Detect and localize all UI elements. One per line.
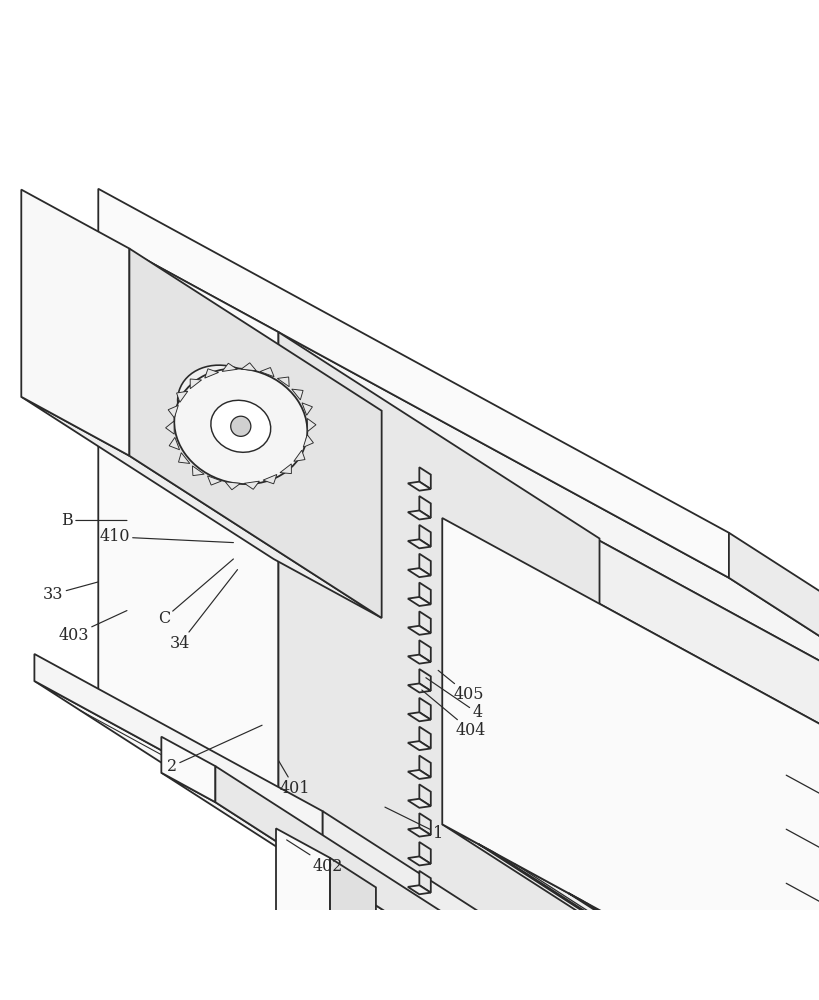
Polygon shape <box>442 824 819 1000</box>
Polygon shape <box>207 476 222 485</box>
Polygon shape <box>307 418 316 431</box>
Polygon shape <box>419 611 431 633</box>
Polygon shape <box>168 405 179 418</box>
Polygon shape <box>419 525 431 547</box>
Text: 405: 405 <box>438 670 484 703</box>
Polygon shape <box>729 533 819 1000</box>
Text: 1: 1 <box>385 807 443 842</box>
Polygon shape <box>408 683 431 692</box>
Polygon shape <box>303 435 314 447</box>
Ellipse shape <box>174 368 307 484</box>
Polygon shape <box>34 654 323 838</box>
Polygon shape <box>408 597 431 606</box>
Polygon shape <box>419 583 431 604</box>
Text: 403: 403 <box>58 611 127 644</box>
Polygon shape <box>179 453 190 463</box>
Text: 4: 4 <box>426 678 482 721</box>
Polygon shape <box>408 568 431 577</box>
Polygon shape <box>205 369 219 378</box>
Ellipse shape <box>178 365 271 445</box>
Polygon shape <box>419 496 431 518</box>
Polygon shape <box>170 437 179 450</box>
Polygon shape <box>129 249 382 618</box>
Polygon shape <box>192 466 204 476</box>
Polygon shape <box>568 893 819 1000</box>
Polygon shape <box>225 482 241 490</box>
Polygon shape <box>278 332 600 998</box>
Text: 410: 410 <box>99 528 233 545</box>
Polygon shape <box>330 858 376 1000</box>
Polygon shape <box>292 389 303 400</box>
Polygon shape <box>294 450 305 461</box>
Text: 2: 2 <box>167 725 262 775</box>
Polygon shape <box>408 539 431 548</box>
Polygon shape <box>302 403 312 415</box>
Polygon shape <box>408 482 431 491</box>
Polygon shape <box>408 510 431 519</box>
Polygon shape <box>419 756 431 777</box>
Polygon shape <box>98 693 600 998</box>
Polygon shape <box>98 189 729 578</box>
Polygon shape <box>658 942 819 1000</box>
Polygon shape <box>408 828 431 837</box>
Text: 401: 401 <box>278 760 310 797</box>
Ellipse shape <box>210 400 271 452</box>
Polygon shape <box>501 552 819 1000</box>
Polygon shape <box>442 455 819 862</box>
Polygon shape <box>215 766 789 1000</box>
Polygon shape <box>408 712 431 721</box>
Polygon shape <box>749 991 819 1000</box>
Text: C: C <box>158 559 233 627</box>
Polygon shape <box>323 811 781 1000</box>
Polygon shape <box>222 363 238 371</box>
Polygon shape <box>21 190 129 456</box>
Polygon shape <box>280 464 292 474</box>
Polygon shape <box>161 737 215 802</box>
Polygon shape <box>408 770 431 779</box>
Polygon shape <box>419 554 431 576</box>
Polygon shape <box>408 655 431 664</box>
Circle shape <box>231 416 251 436</box>
Polygon shape <box>165 421 174 434</box>
Text: B: B <box>61 512 127 529</box>
Polygon shape <box>442 518 819 1000</box>
Polygon shape <box>419 640 431 662</box>
Polygon shape <box>241 363 256 371</box>
Polygon shape <box>276 828 330 1000</box>
Polygon shape <box>419 842 431 864</box>
Polygon shape <box>408 799 431 808</box>
Polygon shape <box>244 481 260 489</box>
Polygon shape <box>21 397 382 618</box>
Polygon shape <box>419 871 431 893</box>
Polygon shape <box>419 698 431 720</box>
Polygon shape <box>408 626 431 635</box>
Polygon shape <box>442 455 819 862</box>
Polygon shape <box>177 391 188 402</box>
Polygon shape <box>260 368 274 377</box>
Polygon shape <box>263 474 277 484</box>
Polygon shape <box>419 669 431 691</box>
Text: 404: 404 <box>422 690 486 739</box>
Polygon shape <box>98 234 819 1000</box>
Polygon shape <box>278 377 289 387</box>
Polygon shape <box>478 844 819 1000</box>
Polygon shape <box>190 379 201 389</box>
Polygon shape <box>34 681 781 1000</box>
Polygon shape <box>442 518 819 1000</box>
Text: 33: 33 <box>43 582 98 603</box>
Polygon shape <box>419 727 431 748</box>
Polygon shape <box>408 885 431 894</box>
Polygon shape <box>419 784 431 806</box>
Polygon shape <box>408 856 431 865</box>
Polygon shape <box>419 467 431 489</box>
Polygon shape <box>161 773 789 1000</box>
Text: 34: 34 <box>170 570 238 652</box>
Polygon shape <box>419 813 431 835</box>
Polygon shape <box>98 234 278 792</box>
Text: 402: 402 <box>287 840 343 875</box>
Polygon shape <box>408 741 431 750</box>
